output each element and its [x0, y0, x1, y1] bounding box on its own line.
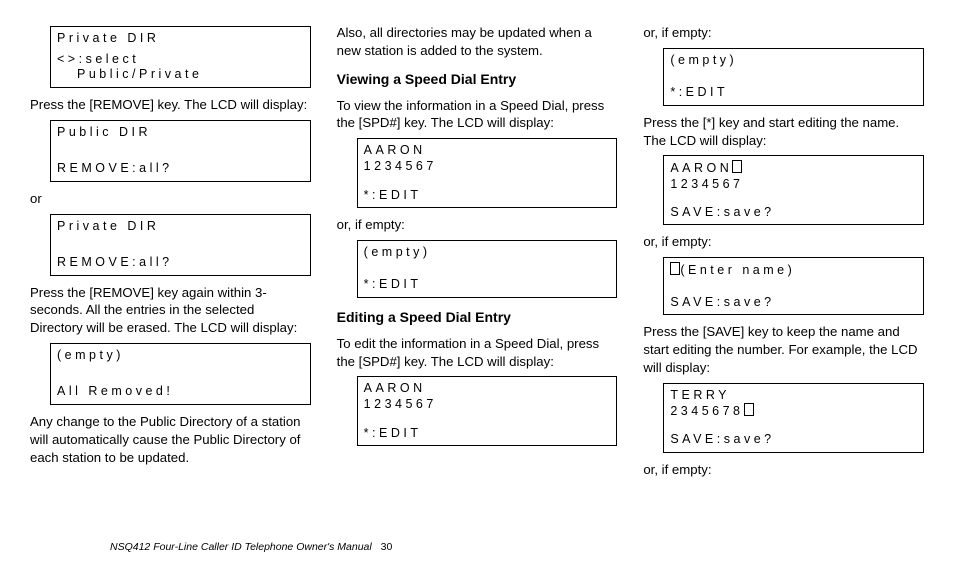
lcd-line: *:EDIT: [364, 188, 611, 204]
para-press-star: Press the [*] key and start editing the …: [643, 114, 924, 150]
lcd-line: AARON: [364, 143, 426, 157]
line-with-cursor: (Enter name): [670, 262, 917, 279]
lcd-line: Public DIR: [57, 125, 304, 141]
column-2: Also, all directories may be updated whe…: [337, 20, 618, 535]
lcd-line: Private DIR: [57, 219, 304, 235]
lcd-all-removed: (empty) All Removed!: [50, 343, 311, 405]
para-public-dir-change: Any change to the Public Directory of a …: [30, 413, 311, 466]
para-remove-again: Press the [REMOVE] key again within 3-se…: [30, 284, 311, 337]
lcd-empty-view: (empty) *:EDIT: [357, 240, 618, 298]
lcd-terry-save: TERRY 2345678 SAVE:save?: [663, 383, 924, 453]
lcd-enter-name: (Enter name) SAVE:save?: [663, 257, 924, 315]
cursor-icon: [670, 262, 680, 275]
cursor-icon: [744, 403, 754, 416]
lcd-line: SAVE:save?: [670, 432, 917, 448]
cursor-icon: [732, 160, 742, 173]
lcd-aaron-save: AARON 1234567 SAVE:save?: [663, 155, 924, 225]
lcd-line: REMOVE:all?: [57, 255, 304, 271]
lcd-line: TERRY: [670, 388, 730, 402]
lcd-line: (Enter name): [680, 263, 795, 277]
lcd-line: AARON: [364, 381, 426, 395]
lcd-line: *:EDIT: [670, 85, 917, 101]
lcd-line: <>:select: [57, 52, 139, 66]
lcd-line: (empty): [364, 245, 611, 261]
lcd-line: *:EDIT: [364, 277, 611, 293]
lcd-line: 1234567: [670, 177, 743, 191]
three-column-layout: Private DIR <>:select Public/Private Pre…: [30, 20, 924, 535]
lcd-public-remove: Public DIR REMOVE:all?: [50, 120, 311, 182]
lcd-line: 2345678: [670, 404, 743, 418]
manual-title: NSQ412 Four-Line Caller ID Telephone Own…: [110, 541, 372, 553]
lcd-line: 1234567: [364, 397, 437, 411]
para-press-save: Press the [SAVE] key to keep the name an…: [643, 323, 924, 376]
lcd-line: REMOVE:all?: [57, 161, 304, 177]
lcd-private-remove: Private DIR REMOVE:all?: [50, 214, 311, 276]
or-if-empty: or, if empty:: [643, 24, 924, 42]
or-if-empty: or, if empty:: [337, 216, 618, 234]
page-footer: NSQ412 Four-Line Caller ID Telephone Own…: [30, 541, 924, 553]
lcd-line: (empty): [57, 348, 304, 364]
para-remove-key: Press the [REMOVE] key. The LCD will dis…: [30, 96, 311, 114]
lcd-aaron-view: AARON 1234567 *:EDIT: [357, 138, 618, 208]
para-all-directories: Also, all directories may be updated whe…: [337, 24, 618, 60]
or-text: or: [30, 190, 311, 208]
para-view-speed-dial: To view the information in a Speed Dial,…: [337, 97, 618, 133]
lcd-line: AARON: [670, 161, 732, 175]
column-3: or, if empty: (empty) *:EDIT Press the […: [643, 20, 924, 535]
line-with-cursor: 2345678: [670, 404, 753, 418]
lcd-line: (empty): [670, 53, 917, 69]
line-with-cursor: AARON: [670, 161, 742, 175]
lcd-line: Private DIR: [57, 31, 304, 47]
lcd-private-select: Private DIR <>:select Public/Private: [50, 26, 311, 88]
or-if-empty: or, if empty:: [643, 233, 924, 251]
lcd-line: 1234567: [364, 159, 437, 173]
lcd-line: SAVE:save?: [670, 205, 917, 221]
lcd-line: Public/Private: [57, 67, 202, 81]
lcd-empty-edit: (empty) *:EDIT: [663, 48, 924, 106]
para-edit-speed-dial: To edit the information in a Speed Dial,…: [337, 335, 618, 371]
page-number: 30: [381, 541, 393, 553]
column-1: Private DIR <>:select Public/Private Pre…: [30, 20, 311, 535]
lcd-line: SAVE:save?: [670, 295, 917, 311]
lcd-aaron-edit: AARON 1234567 *:EDIT: [357, 376, 618, 446]
heading-editing-speed-dial: Editing a Speed Dial Entry: [337, 308, 618, 327]
heading-viewing-speed-dial: Viewing a Speed Dial Entry: [337, 70, 618, 89]
lcd-line: *:EDIT: [364, 426, 611, 442]
manual-page: Private DIR <>:select Public/Private Pre…: [0, 0, 954, 565]
lcd-line: All Removed!: [57, 384, 304, 400]
or-if-empty: or, if empty:: [643, 461, 924, 479]
